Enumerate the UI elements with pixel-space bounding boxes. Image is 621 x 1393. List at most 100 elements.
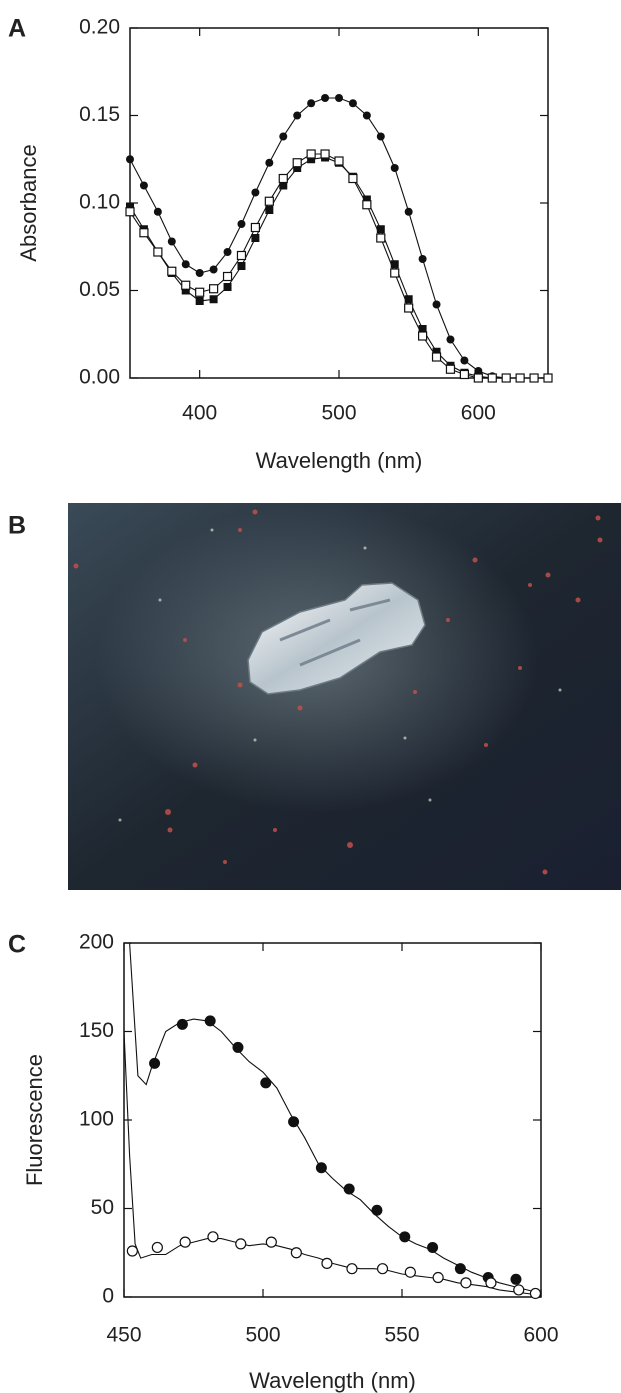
- marker: [293, 112, 301, 120]
- marker: [486, 1278, 496, 1288]
- marker: [251, 234, 259, 242]
- marker: [224, 283, 232, 291]
- y-tick-label: 200: [79, 931, 114, 954]
- marker: [427, 1242, 438, 1253]
- marker: [514, 1285, 524, 1295]
- series-line: [124, 1032, 541, 1296]
- marker: [307, 150, 315, 158]
- marker: [196, 288, 204, 296]
- marker: [154, 248, 162, 256]
- marker: [433, 353, 441, 361]
- marker: [266, 1237, 276, 1247]
- panel-label: A: [8, 15, 26, 43]
- marker: [265, 159, 273, 167]
- marker: [126, 155, 134, 163]
- marker: [322, 1258, 332, 1268]
- marker: [405, 1267, 415, 1277]
- marker: [349, 99, 357, 107]
- y-axis-title: Fluorescence: [22, 1054, 47, 1186]
- marker: [371, 1205, 382, 1216]
- marker: [455, 1263, 466, 1274]
- marker: [149, 1058, 160, 1069]
- y-tick-label: 0.00: [79, 366, 120, 389]
- marker: [140, 229, 148, 237]
- marker: [237, 220, 245, 228]
- series-line: [130, 154, 548, 378]
- x-tick-label: 550: [384, 1324, 419, 1347]
- marker: [182, 260, 190, 268]
- marker: [210, 266, 218, 274]
- marker: [127, 1246, 137, 1256]
- marker: [460, 371, 468, 379]
- marker: [196, 269, 204, 277]
- marker: [363, 201, 371, 209]
- y-tick-label: 50: [91, 1196, 114, 1219]
- marker: [510, 1274, 521, 1285]
- photo: [68, 503, 621, 890]
- marker: [237, 262, 245, 270]
- marker: [279, 133, 287, 141]
- x-tick-label: 600: [523, 1324, 558, 1347]
- x-tick-label: 600: [461, 402, 496, 425]
- x-tick-label: 450: [106, 1324, 141, 1347]
- x-axis-title: Wavelength (nm): [249, 1368, 416, 1393]
- marker: [182, 281, 190, 289]
- y-tick-label: 100: [79, 1108, 114, 1131]
- y-tick-label: 0.20: [79, 16, 120, 39]
- marker: [399, 1231, 410, 1242]
- marker: [335, 157, 343, 165]
- y-tick-label: 0.10: [79, 191, 120, 214]
- figure: A B C 4005006000.000.050.100.150.20Wavel…: [0, 0, 621, 1393]
- panel-label: B: [8, 512, 26, 540]
- marker: [210, 285, 218, 293]
- panel-label: C: [8, 931, 26, 959]
- marker: [251, 224, 259, 232]
- marker: [316, 1162, 327, 1173]
- marker: [378, 1264, 388, 1274]
- marker: [344, 1184, 355, 1195]
- x-tick-label: 400: [182, 402, 217, 425]
- marker: [516, 374, 524, 382]
- marker: [446, 336, 454, 344]
- marker: [224, 248, 232, 256]
- marker: [474, 374, 482, 382]
- marker: [291, 1248, 301, 1258]
- marker: [168, 238, 176, 246]
- marker: [293, 159, 301, 167]
- marker: [126, 208, 134, 216]
- marker: [279, 175, 287, 183]
- marker: [205, 1015, 216, 1026]
- marker: [488, 374, 496, 382]
- marker: [377, 133, 385, 141]
- marker: [152, 1242, 162, 1252]
- marker: [433, 301, 441, 309]
- marker: [502, 374, 510, 382]
- y-axis-title: Absorbance: [16, 144, 41, 261]
- marker: [460, 357, 468, 365]
- marker: [154, 208, 162, 216]
- marker: [321, 150, 329, 158]
- marker: [349, 175, 357, 183]
- marker: [237, 252, 245, 260]
- marker: [544, 374, 552, 382]
- marker: [530, 1288, 540, 1298]
- marker: [288, 1116, 299, 1127]
- x-tick-label: 500: [245, 1324, 280, 1347]
- marker: [251, 189, 259, 197]
- marker: [180, 1237, 190, 1247]
- series-line: [130, 943, 541, 1294]
- x-tick-label: 500: [321, 402, 356, 425]
- marker: [335, 94, 343, 102]
- marker: [321, 94, 329, 102]
- x-axis-title: Wavelength (nm): [256, 448, 423, 473]
- series-line: [130, 158, 548, 379]
- marker: [347, 1264, 357, 1274]
- y-tick-label: 150: [79, 1019, 114, 1042]
- marker: [196, 297, 204, 305]
- marker: [363, 112, 371, 120]
- marker: [433, 1273, 443, 1283]
- marker: [168, 267, 176, 275]
- marker: [419, 332, 427, 340]
- marker: [377, 234, 385, 242]
- marker: [210, 295, 218, 303]
